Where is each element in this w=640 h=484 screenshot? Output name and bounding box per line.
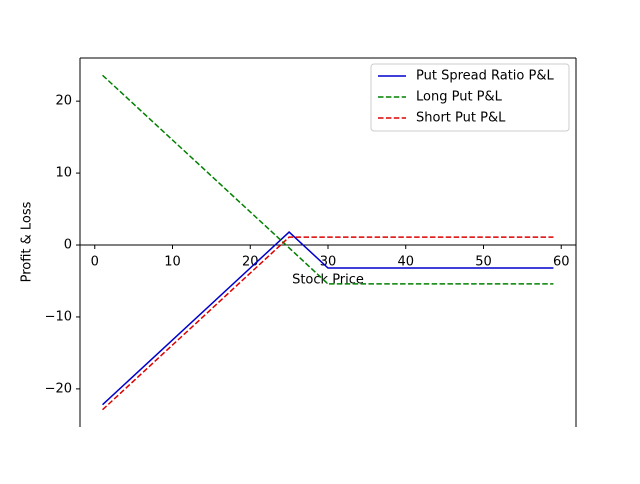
x-tick-label: 50 bbox=[475, 255, 492, 270]
legend-label: Put Spread Ratio P&L bbox=[416, 69, 554, 84]
y-tick-label: 10 bbox=[55, 166, 72, 181]
x-tick-label: 30 bbox=[320, 255, 337, 270]
x-axis-label: Stock Price bbox=[292, 273, 364, 288]
y-tick-label: −10 bbox=[45, 309, 72, 324]
x-tick-label: 10 bbox=[164, 255, 181, 270]
x-tick-label: 60 bbox=[553, 255, 570, 270]
y-axis-label: Profit & Loss bbox=[20, 201, 35, 282]
x-tick-label: 20 bbox=[242, 255, 259, 270]
series-line bbox=[102, 74, 554, 285]
y-tick-label: 0 bbox=[64, 238, 72, 253]
x-tick-label: 40 bbox=[397, 255, 414, 270]
legend-label: Long Put P&L bbox=[416, 90, 503, 105]
y-tick-label: 20 bbox=[55, 94, 72, 109]
series-line bbox=[102, 236, 554, 411]
legend-box bbox=[370, 63, 570, 132]
x-tick-label: 0 bbox=[91, 255, 99, 270]
series-line bbox=[102, 231, 554, 406]
y-tick-label: −20 bbox=[45, 381, 72, 396]
legend-label: Short Put P&L bbox=[416, 111, 506, 126]
